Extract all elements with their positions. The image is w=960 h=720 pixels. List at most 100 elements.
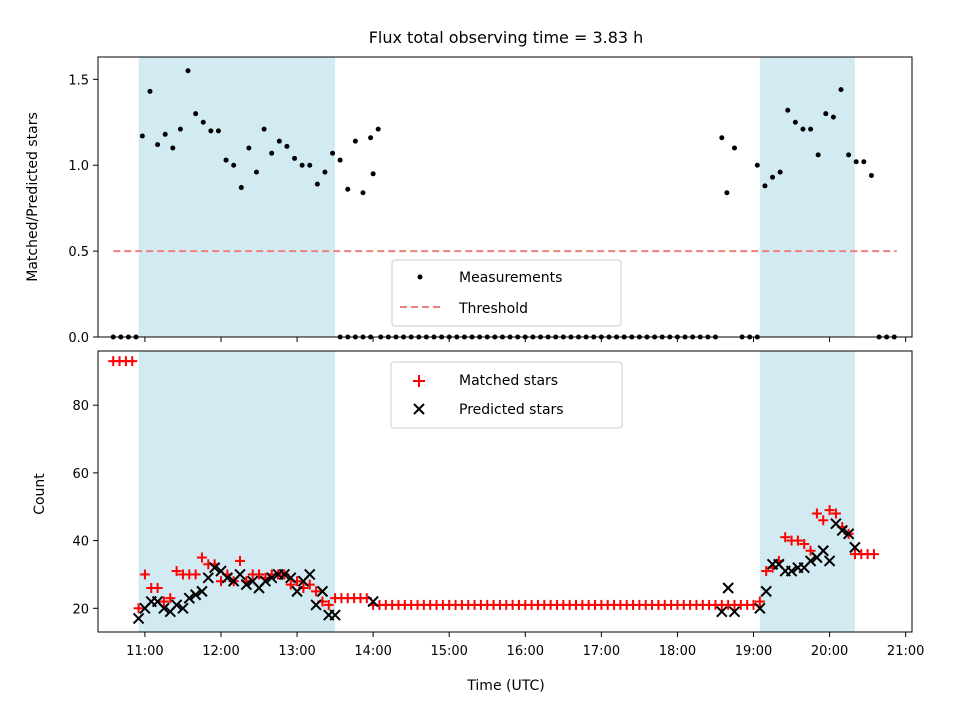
x-tick-label: 19:00 (735, 644, 772, 659)
measurement-point (337, 157, 343, 163)
measurement-point (538, 334, 544, 340)
predicted-star-point (278, 568, 291, 581)
measurement-point (118, 334, 124, 340)
measurement-point (208, 128, 214, 134)
measurement-point (652, 334, 658, 340)
matched-star-point (754, 596, 765, 607)
y-tick-label: 80 (72, 399, 89, 414)
measurement-point (823, 111, 829, 117)
measurement-point (507, 334, 513, 340)
measurement-point (719, 135, 725, 141)
measurement-point (110, 334, 116, 340)
matched-star-point (133, 603, 144, 614)
legend-marker-predicted (413, 403, 425, 415)
measurement-point (177, 126, 183, 132)
measurement-point (731, 145, 737, 151)
predicted-star-point (189, 589, 202, 601)
top-y-ticks: 0.0 0.5 1.0 1.5 (68, 73, 98, 346)
bottom-x-ticks: 11:00 12:00 13:00 14:00 15:00 16:00 17:00 18:00… (126, 632, 924, 659)
x-tick-label: 12:00 (202, 644, 239, 659)
measurement-point (712, 334, 718, 340)
measurement-point (454, 334, 460, 340)
measurement-point (560, 334, 566, 340)
legend-label-predicted: Predicted stars (459, 402, 564, 418)
y-tick-label: 0.5 (68, 245, 89, 260)
measurement-point (401, 334, 407, 340)
measurement-point (754, 162, 760, 168)
predicted-star-point (849, 541, 861, 554)
matched-star-point (190, 569, 201, 580)
top-x-ticks (144, 337, 907, 342)
shaded-interval (138, 351, 336, 632)
measurement-point (368, 135, 374, 141)
measurement-point (231, 162, 237, 168)
measurement-point (193, 111, 199, 117)
measurement-point (697, 334, 703, 340)
top-panel: 0.0 0.5 1.0 1.5 Matched/Predicted stars Mea… (25, 56, 913, 346)
predicted-star-point (367, 595, 379, 608)
predicted-star-point (240, 578, 253, 591)
measurement-point (659, 334, 665, 340)
measurement-point (147, 88, 153, 94)
shaded-interval (138, 57, 336, 337)
predicted-star-point (291, 585, 303, 598)
measurement-point (682, 334, 688, 340)
matched-star-point (792, 535, 803, 546)
predicted-star-point (234, 568, 246, 581)
measurement-points (110, 68, 897, 340)
predicted-star-point (285, 572, 297, 584)
measurement-point (125, 334, 131, 340)
legend-label-matched: Matched stars (459, 373, 558, 389)
measurement-point (276, 138, 282, 144)
measurement-point (345, 186, 351, 192)
measurement-point (868, 173, 874, 179)
measurement-point (853, 159, 859, 165)
matched-star-point (285, 579, 296, 590)
measurement-point (576, 334, 582, 340)
measurement-point (139, 133, 145, 139)
matched-star-point (799, 538, 810, 549)
shaded-interval (759, 351, 855, 632)
measurement-point (408, 334, 414, 340)
measurement-point (553, 334, 559, 340)
measurement-point (792, 119, 798, 125)
measurement-point (314, 181, 320, 187)
matched-star-point (127, 356, 138, 367)
measurement-point (246, 145, 252, 151)
measurement-point (385, 334, 391, 340)
predicted-star-point (836, 524, 848, 537)
measurement-point (838, 87, 844, 93)
measurement-point (629, 334, 635, 340)
y-tick-label: 0.0 (68, 331, 89, 346)
predicted-star-points (132, 517, 861, 625)
bottom-legend: Matched stars Predicted stars (390, 361, 623, 429)
measurement-point (777, 169, 783, 175)
predicted-star-point (177, 602, 189, 615)
measurement-point (215, 128, 221, 134)
measurement-point (337, 334, 343, 340)
measurement-point (667, 334, 673, 340)
predicted-star-point (170, 599, 183, 611)
measurement-point (477, 334, 483, 340)
measurement-point (762, 183, 768, 189)
matched-star-point (196, 552, 207, 563)
measurement-point (330, 150, 336, 156)
measurement-point (614, 334, 620, 340)
top-plot-frame (97, 56, 913, 338)
measurement-point (515, 334, 521, 340)
matched-star-point (152, 582, 163, 593)
matched-star-point (254, 569, 265, 580)
legend-marker-measurements (417, 274, 423, 280)
matched-star-point (830, 508, 841, 519)
measurement-point (876, 334, 882, 340)
shaded-interval (759, 57, 855, 337)
predicted-star-point (316, 585, 329, 598)
measurement-point (378, 334, 384, 340)
x-axis-label: Time (UTC) (466, 678, 544, 694)
measurement-point (133, 334, 139, 340)
y-tick-label: 1.5 (68, 73, 89, 88)
matched-star-point (868, 549, 879, 560)
predicted-star-point (842, 528, 855, 540)
